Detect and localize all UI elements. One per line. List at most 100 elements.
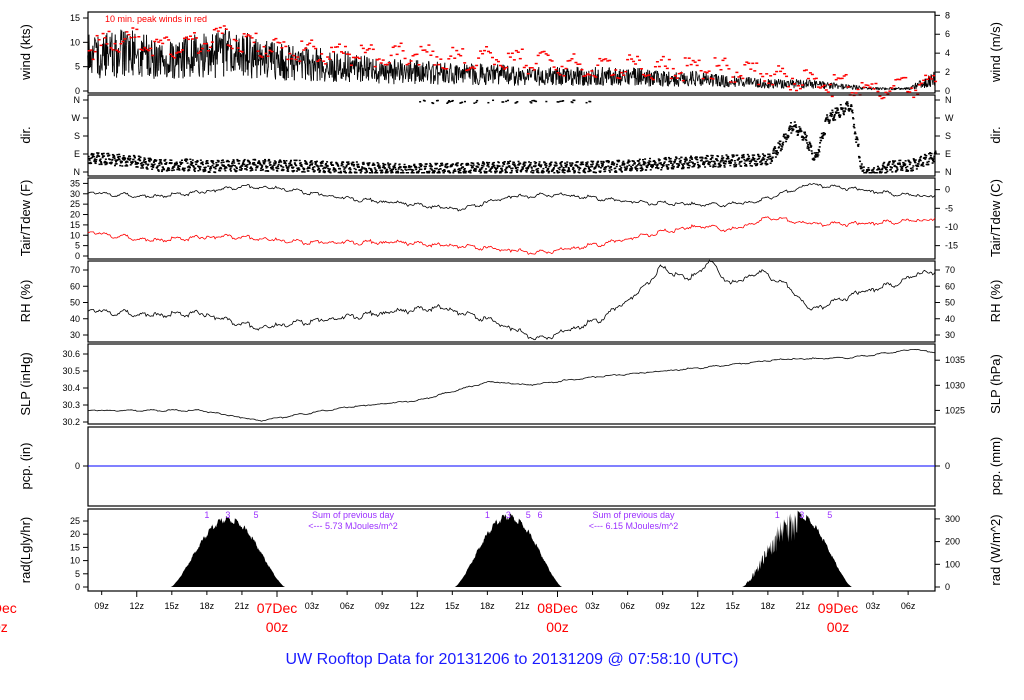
dir-point — [254, 169, 257, 171]
dir-point — [414, 166, 417, 169]
dir-point — [339, 168, 342, 170]
wind-gust-point — [179, 51, 183, 53]
dir-point — [568, 170, 571, 173]
dir-point — [230, 170, 233, 172]
wind-gust-point — [546, 54, 550, 57]
wind-gust-point — [707, 70, 711, 72]
dir-point — [456, 162, 459, 164]
dir-point — [557, 167, 560, 169]
dir-point — [781, 144, 784, 146]
dir-point — [691, 158, 694, 161]
dir-point — [553, 164, 556, 166]
dir-point — [176, 163, 179, 165]
dir-point — [95, 160, 98, 163]
dir-point — [465, 164, 468, 166]
dir-point — [799, 129, 802, 131]
dir-point — [90, 153, 93, 156]
dir-point — [93, 158, 96, 160]
wind-gust-point — [276, 41, 280, 44]
dir-point — [487, 101, 490, 104]
dir-point — [464, 170, 467, 173]
dir-point — [235, 166, 238, 168]
wind-gust-point — [759, 73, 763, 75]
wind-gust-point — [177, 51, 181, 53]
rad-lgly-tick-label: 15 — [70, 542, 80, 552]
dir-point — [243, 163, 246, 166]
dir-point — [819, 136, 822, 139]
dir-point — [239, 166, 242, 168]
dir-point — [113, 164, 116, 167]
dir-point — [381, 169, 384, 172]
dir-point — [116, 159, 119, 161]
rad-lgly-tick-label: 25 — [70, 516, 80, 526]
dir-point — [510, 167, 513, 170]
wind-gust-point — [685, 64, 689, 67]
dir-point — [280, 161, 283, 163]
dir-point — [505, 167, 508, 170]
dir-point — [856, 138, 859, 141]
dir-point — [681, 165, 684, 167]
wind-gust-point — [816, 86, 820, 88]
dir-point — [872, 168, 875, 171]
dir-point — [179, 161, 182, 163]
dir-point — [694, 156, 697, 158]
dir-point — [727, 156, 730, 158]
wind-gust-point — [363, 51, 367, 54]
dir-point — [758, 155, 761, 158]
dir-point — [589, 166, 592, 168]
dir-point — [453, 168, 456, 171]
wind-gust-point — [304, 47, 308, 50]
dir-point — [153, 159, 156, 161]
dir-point — [740, 160, 743, 163]
wind-gust-point — [673, 74, 677, 77]
dir-point — [343, 170, 346, 172]
dir-point — [918, 158, 921, 161]
dir-point — [654, 162, 657, 164]
dir-point — [681, 166, 684, 169]
dir-point — [835, 111, 838, 113]
dir-point — [710, 154, 713, 157]
dir-point — [89, 157, 92, 160]
dir-point — [558, 166, 561, 169]
rad-hour-label: 3 — [506, 510, 511, 520]
rh-tick-left-label: 30 — [70, 330, 80, 340]
dir-point — [253, 161, 256, 164]
dir-point — [423, 171, 426, 174]
dir-point — [683, 163, 686, 165]
dir-point — [478, 170, 481, 172]
dir-point — [94, 162, 97, 165]
dir-point — [107, 152, 110, 155]
dir-point — [368, 162, 371, 164]
dir-point — [906, 165, 909, 168]
dir-point — [152, 164, 155, 167]
dir-point — [721, 155, 724, 157]
dir-point — [211, 161, 214, 164]
dir-point — [509, 160, 512, 162]
dir-point — [348, 168, 351, 170]
dir-point — [798, 130, 801, 133]
wind-gust-point — [870, 83, 874, 85]
dir-point — [122, 158, 125, 160]
x-tick-label: 06z — [901, 601, 916, 611]
dir-point — [321, 165, 324, 167]
dir-point — [521, 168, 524, 170]
wind-gust-point — [181, 49, 185, 51]
dir-point — [857, 143, 860, 146]
dir-point — [576, 161, 579, 163]
dir-point — [434, 167, 437, 170]
dir-point — [833, 116, 836, 118]
dir-point — [780, 148, 783, 150]
dir-point — [216, 159, 219, 162]
wind-gust-point — [93, 50, 97, 53]
slp-hpa-tick-label: 1025 — [945, 405, 965, 415]
dir-point — [617, 160, 620, 163]
dir-point — [752, 156, 755, 159]
dir-point — [760, 160, 763, 162]
dir-point — [218, 167, 221, 170]
rh-panel-frame — [87, 260, 936, 343]
dir-point — [205, 162, 208, 165]
dir-point — [469, 169, 472, 172]
dir-point — [350, 162, 353, 165]
wind-gust-point — [687, 57, 691, 59]
wind-gust-point — [254, 32, 258, 35]
